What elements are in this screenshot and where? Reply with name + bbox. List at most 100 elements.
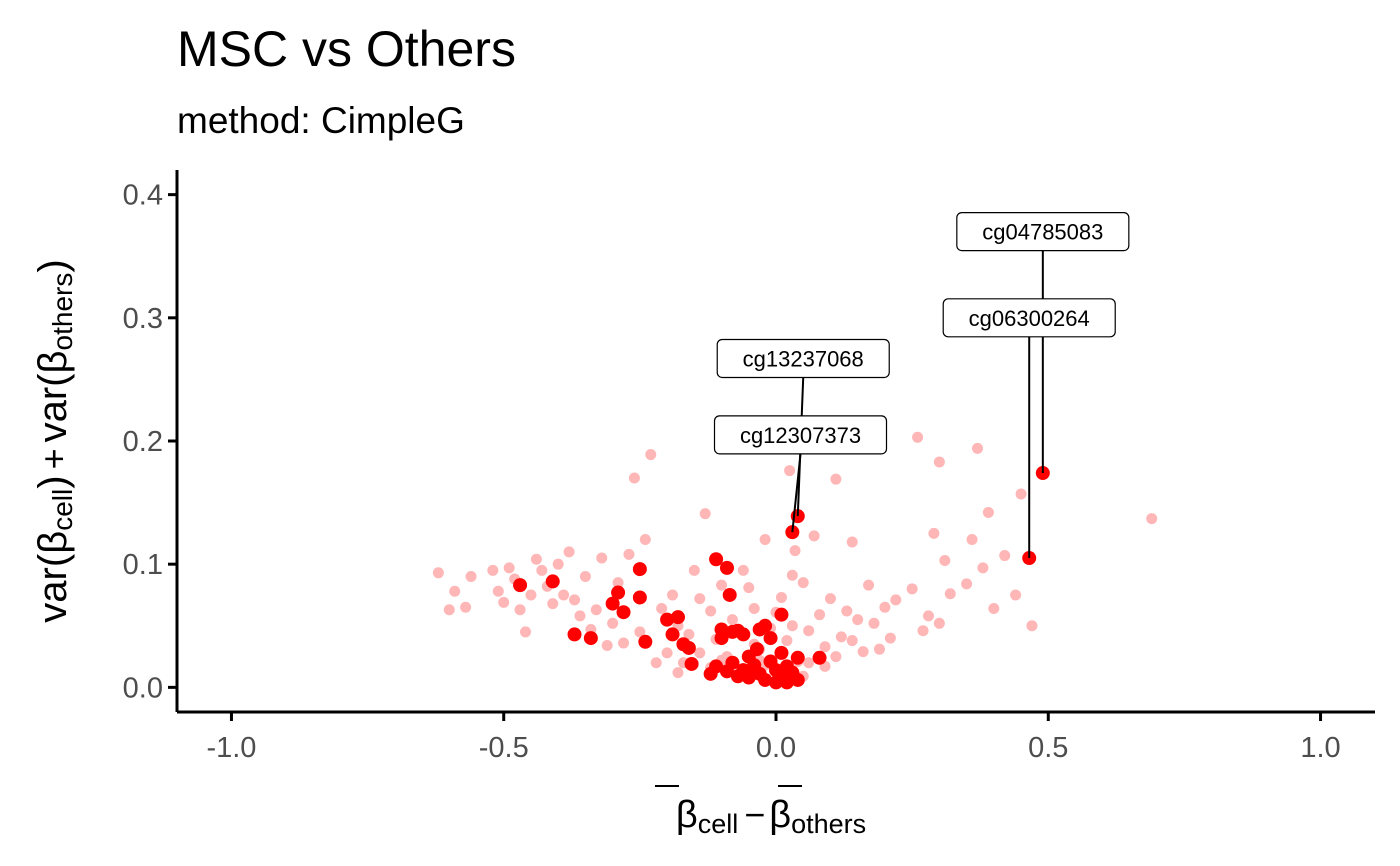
callout-layer: cg04785083 cg06300264 cg13237068 cg12307373	[713, 211, 1130, 559]
background-point	[460, 601, 472, 613]
x-title-beta2: β	[769, 794, 791, 836]
background-point	[432, 567, 444, 579]
background-point	[830, 473, 842, 485]
background-point	[628, 472, 640, 484]
background-point	[563, 546, 575, 558]
background-point	[492, 585, 504, 597]
background-point	[933, 456, 945, 468]
highlight-point	[632, 562, 647, 577]
background-point	[607, 617, 619, 629]
callout-box	[716, 338, 890, 379]
highlight-point	[790, 672, 805, 687]
background-point	[922, 610, 934, 622]
x-title-minus: −	[744, 794, 765, 835]
highlight-point	[611, 585, 626, 600]
background-point	[928, 527, 940, 539]
background-point	[841, 605, 853, 617]
background-point	[789, 545, 801, 557]
callout-cg04785083: cg04785083	[956, 211, 1130, 474]
background-point	[852, 614, 864, 626]
y-title-others: others	[47, 273, 78, 351]
background-point	[1026, 620, 1038, 632]
highlight-point	[545, 574, 560, 589]
highlight-point	[709, 659, 724, 674]
callout-label: cg12307373	[740, 423, 861, 448]
y-title-lparen1: (	[31, 553, 75, 567]
background-point	[830, 651, 842, 663]
x-tick-label: 1.0	[1300, 732, 1340, 764]
y-axis-title: var(βcell)+var(βothers)	[31, 259, 78, 622]
background-point	[694, 593, 706, 605]
background-point	[835, 631, 847, 643]
y-tick-label: 0.1	[123, 549, 163, 581]
highlight-point	[638, 634, 653, 649]
callout-label: cg13237068	[743, 346, 864, 371]
y-title-rparen2: )	[31, 259, 75, 272]
background-point	[530, 553, 542, 565]
background-point	[814, 609, 826, 621]
x-title-others: others	[791, 809, 866, 839]
x-tick-label: -1.0	[206, 732, 256, 764]
background-point	[596, 552, 608, 564]
background-point	[857, 646, 869, 658]
background-point	[906, 583, 918, 595]
background-point	[656, 603, 668, 615]
background-point	[683, 628, 695, 640]
y-title-beta2: β	[31, 350, 75, 373]
y-title-plus: +	[33, 448, 74, 469]
background-point	[694, 647, 706, 659]
y-tick-label: 0.3	[123, 303, 163, 335]
background-point	[520, 626, 532, 638]
background-point	[558, 589, 570, 601]
y-title-var1: var	[31, 567, 75, 623]
background-point	[961, 578, 973, 590]
background-point	[863, 579, 875, 591]
background-point	[672, 667, 684, 679]
background-point	[846, 635, 858, 647]
background-point	[846, 536, 858, 548]
callout-leader-line	[791, 453, 802, 533]
background-point	[487, 564, 499, 576]
callout-box	[942, 298, 1116, 338]
background-point	[634, 626, 646, 638]
x-tick-label: -0.5	[479, 732, 529, 764]
highlight-point	[632, 590, 647, 605]
ticks-layer: -1.0 -0.5 0.0 0.5 1.0 0.0 0.1 0.2 0.3 0.4	[123, 180, 1341, 764]
y-title-beta1: β	[31, 531, 75, 554]
highlight-point	[722, 587, 737, 602]
highlight-point	[730, 623, 745, 638]
background-point	[759, 534, 771, 546]
background-point	[933, 617, 945, 629]
y-tick-label: 0.4	[123, 180, 163, 212]
background-point	[623, 548, 635, 560]
background-point	[1015, 488, 1027, 500]
highlight-point	[616, 605, 631, 620]
background-point	[667, 589, 679, 601]
background-point	[639, 534, 651, 546]
background-point	[699, 508, 711, 520]
background-point	[939, 554, 951, 566]
highlight-point	[665, 627, 680, 642]
x-title-beta1: β	[676, 794, 698, 836]
background-point	[449, 585, 461, 597]
background-point	[1010, 589, 1022, 601]
y-title-cell: cell	[47, 489, 78, 531]
highlight-point	[684, 656, 699, 671]
background-point	[873, 643, 885, 655]
y-title-var2: var	[31, 387, 75, 443]
highlight-point	[774, 645, 789, 660]
background-point	[737, 564, 749, 576]
y-tick-label: 0.0	[123, 672, 163, 704]
background-point	[503, 562, 515, 574]
highlight-point	[749, 642, 764, 657]
callout-cg06300264: cg06300264	[942, 298, 1116, 559]
background-point	[784, 465, 796, 477]
background-point	[868, 617, 880, 629]
background-point	[786, 620, 798, 632]
highlight-point	[583, 631, 598, 646]
background-point	[612, 577, 624, 589]
background-point	[803, 657, 815, 669]
background-point	[988, 603, 1000, 615]
background-point	[748, 603, 760, 615]
